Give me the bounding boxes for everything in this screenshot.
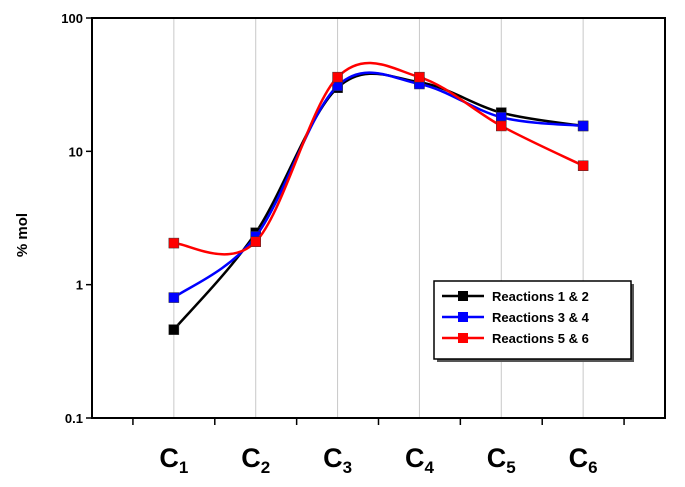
data-point (496, 120, 507, 132)
x-axis: C1 C2 C3 C4 C5 C6 (132, 418, 625, 477)
y-axis-label: % mol (14, 213, 31, 257)
x-tick-label: C4 (405, 443, 435, 477)
data-point (250, 236, 261, 247)
data-point (414, 71, 425, 83)
legend-marker (458, 291, 468, 301)
legend-marker (458, 333, 468, 343)
legend-label: Reactions 5 & 6 (492, 331, 589, 346)
x-tick-label: C5 (487, 443, 516, 477)
x-tick-label: C6 (569, 443, 598, 477)
x-tick-label: C1 (159, 443, 188, 477)
legend-label: Reactions 3 & 4 (492, 310, 590, 325)
x-tick-label: C3 (323, 443, 352, 477)
legend-label: Reactions 1 & 2 (492, 289, 589, 304)
data-point (577, 160, 589, 171)
legend: Reactions 1 & 2 Reactions 3 & 4 Reactions … (433, 280, 634, 362)
y-axis: 0.1 1 10 100 (61, 11, 92, 426)
y-tick-label: 10 (69, 144, 83, 159)
legend-marker (458, 312, 468, 322)
y-tick-label: 0.1 (65, 411, 83, 426)
series-group (168, 61, 589, 335)
y-tick-label: 1 (76, 278, 83, 293)
data-point (577, 120, 589, 132)
data-point (332, 71, 343, 83)
data-point (168, 324, 180, 335)
y-tick-label: 100 (61, 11, 83, 26)
data-point (168, 292, 180, 303)
data-point (168, 237, 180, 249)
x-tick-label: C2 (241, 443, 270, 477)
